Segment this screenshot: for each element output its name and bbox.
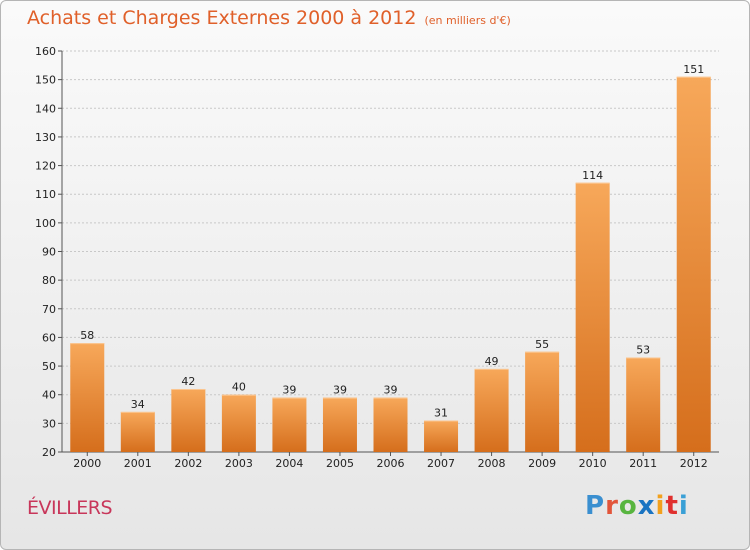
bar-2011 <box>626 357 661 452</box>
bar-2008 <box>474 368 509 452</box>
logo-letter: x <box>637 491 656 521</box>
data-label: 39 <box>282 384 296 397</box>
bar-2012 <box>676 76 711 453</box>
data-label: 40 <box>232 381 246 394</box>
x-tick-label: 2011 <box>629 457 657 470</box>
y-tick-label: 130 <box>35 131 56 144</box>
y-tick-label: 80 <box>42 274 56 287</box>
bar-2004 <box>272 397 307 452</box>
logo-letter: i <box>678 491 689 521</box>
bar-2010 <box>575 182 610 452</box>
y-tick-label: 160 <box>35 45 56 58</box>
x-tick-label: 2004 <box>275 457 303 470</box>
y-tick-label: 30 <box>42 417 56 430</box>
logo-letter: o <box>618 491 638 521</box>
data-label: 114 <box>582 169 603 182</box>
chart-title-text: Achats et Charges Externes 2000 à 2012 <box>27 7 417 29</box>
y-tick-label: 50 <box>42 360 56 373</box>
logo-letter: i <box>655 491 666 521</box>
data-label: 39 <box>384 384 398 397</box>
x-tick-label: 2009 <box>528 457 556 470</box>
x-tick-label: 2007 <box>427 457 455 470</box>
y-tick-label: 100 <box>35 217 56 230</box>
x-tick-label: 2012 <box>680 457 708 470</box>
data-label: 49 <box>485 355 499 368</box>
x-tick-label: 2006 <box>377 457 405 470</box>
logo-letter: t <box>665 491 679 521</box>
commune-name: ÉVILLERS <box>27 497 113 519</box>
bar-2002 <box>171 388 206 452</box>
logo-letter: r <box>605 491 619 521</box>
data-label: 151 <box>683 63 704 76</box>
y-tick-label: 90 <box>42 246 56 259</box>
x-tick-label: 2005 <box>326 457 354 470</box>
bar-2001 <box>120 411 155 452</box>
data-label: 39 <box>333 384 347 397</box>
chart-title: Achats et Charges Externes 2000 à 2012 (e… <box>27 7 511 29</box>
logo-letter: P <box>585 491 606 521</box>
data-label: 34 <box>131 398 145 411</box>
proxiti-logo: Proxiti <box>585 491 689 521</box>
bar-2000 <box>70 343 105 452</box>
y-tick-label: 40 <box>42 389 56 402</box>
bar-2009 <box>525 351 560 452</box>
data-label: 55 <box>535 338 549 351</box>
chart-subtitle: (en milliers d'€) <box>424 14 511 27</box>
data-label: 42 <box>181 375 195 388</box>
bar-2006 <box>373 397 408 452</box>
bar-2005 <box>322 397 357 452</box>
x-tick-label: 2001 <box>124 457 152 470</box>
y-tick-label: 60 <box>42 331 56 344</box>
x-tick-label: 2003 <box>225 457 253 470</box>
x-tick-label: 2002 <box>174 457 202 470</box>
y-tick-label: 110 <box>35 188 56 201</box>
y-tick-label: 20 <box>42 446 56 459</box>
data-label: 31 <box>434 406 448 419</box>
data-label: 58 <box>80 329 94 342</box>
y-tick-label: 140 <box>35 102 56 115</box>
y-tick-label: 70 <box>42 303 56 316</box>
x-tick-label: 2010 <box>579 457 607 470</box>
x-tick-label: 2008 <box>478 457 506 470</box>
data-label: 53 <box>636 343 650 356</box>
y-tick-label: 150 <box>35 74 56 87</box>
x-tick-label: 2000 <box>73 457 101 470</box>
bar-2007 <box>424 420 459 452</box>
bar-2003 <box>221 394 256 452</box>
y-tick-label: 120 <box>35 160 56 173</box>
